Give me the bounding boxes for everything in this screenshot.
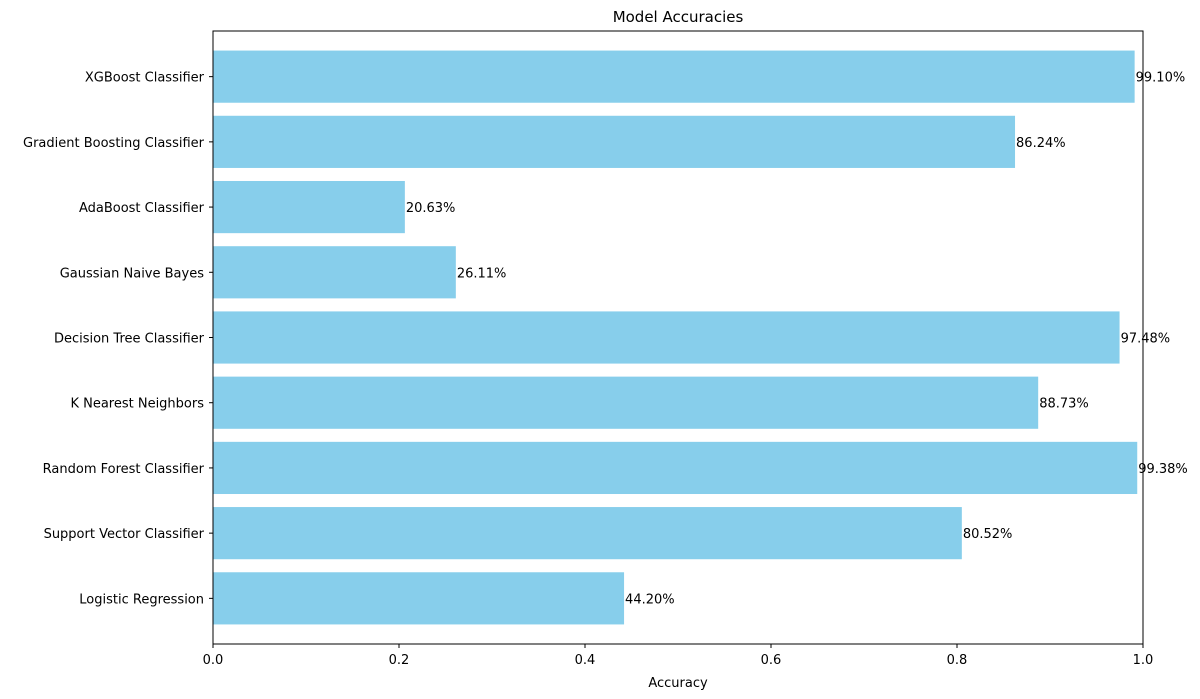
y-tick-label: XGBoost Classifier — [85, 71, 205, 86]
y-tick-label: Gaussian Naive Bayes — [60, 266, 204, 281]
bar-value-label: 44.20% — [625, 592, 675, 607]
bar — [213, 311, 1120, 364]
bar — [213, 180, 405, 234]
bar — [213, 376, 1039, 429]
x-tick-label: 0.2 — [389, 653, 410, 668]
bar-value-label: 88.73% — [1039, 397, 1089, 412]
bar-labels-group: 44.20% 80.52% 99.38% 88.73% 97.48% 26.11% 20.6… — [406, 71, 1188, 608]
x-axis-label: Accuracy — [648, 676, 708, 691]
y-tick-label: Support Vector Classifier — [44, 527, 205, 542]
y-tick-label: Random Forest Classifier — [43, 462, 205, 477]
y-tick-label: AdaBoost Classifier — [79, 201, 205, 216]
x-axis-ticks: 0.0 0.2 0.4 0.6 0.8 1.0 — [203, 644, 1154, 668]
bar — [213, 246, 456, 299]
y-tick-label: Logistic Regression — [79, 592, 204, 607]
bar-value-label: 99.38% — [1138, 462, 1188, 477]
plot-frame — [212, 30, 1144, 645]
bar — [213, 50, 1135, 103]
x-tick-label: 0.0 — [203, 653, 224, 668]
bar-value-label: 86.24% — [1016, 136, 1066, 151]
bar — [213, 507, 962, 560]
y-axis-ticks: Logistic Regression Support Vector Classi… — [23, 71, 213, 607]
bars-group — [213, 50, 1138, 625]
bar — [213, 572, 625, 625]
chart-title: Model Accuracies — [613, 8, 744, 26]
y-tick-label: K Nearest Neighbors — [70, 397, 204, 412]
bar-value-label: 20.63% — [406, 201, 456, 216]
bar-value-label: 97.48% — [1121, 332, 1171, 347]
x-tick-label: 0.4 — [575, 653, 596, 668]
bar — [213, 441, 1138, 495]
bar-value-label: 26.11% — [457, 266, 507, 281]
y-tick-label: Gradient Boosting Classifier — [23, 136, 205, 151]
y-tick-label: Decision Tree Classifier — [54, 332, 205, 347]
bar — [213, 115, 1016, 168]
bar-value-label: 99.10% — [1136, 71, 1186, 86]
x-tick-label: 0.8 — [947, 653, 968, 668]
bar-value-label: 80.52% — [963, 527, 1013, 542]
x-tick-label: 0.6 — [761, 653, 782, 668]
x-tick-label: 1.0 — [1133, 653, 1154, 668]
